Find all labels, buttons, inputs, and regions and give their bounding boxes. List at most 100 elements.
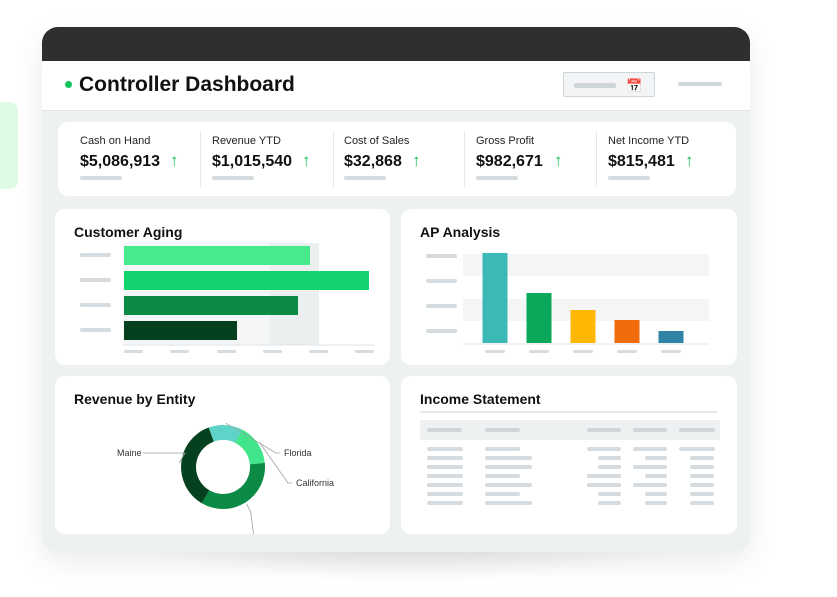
revenue-donut-chart: Maine Florida California Texas — [117, 422, 334, 534]
window-titlebar — [42, 27, 750, 61]
kpi-label: Cost of Sales — [344, 135, 410, 147]
panel-title: AP Analysis — [420, 224, 501, 240]
up-arrow-icon: ↑ — [412, 151, 421, 170]
x-tick-placeholder — [263, 350, 282, 353]
table-cell — [485, 501, 532, 505]
donut-slice — [181, 427, 214, 504]
table-cell — [485, 447, 520, 451]
table-cell — [427, 456, 463, 460]
page-title: Controller Dashboard — [79, 73, 295, 96]
table-cell — [427, 483, 463, 487]
grid-band — [463, 254, 709, 276]
table-cell — [633, 483, 667, 487]
callout-line — [143, 452, 186, 464]
kpi-divider — [464, 131, 465, 187]
revenue-by-entity-panel: Revenue by Entity Maine Florida California… — [55, 376, 390, 534]
table-cell — [587, 447, 621, 451]
x-tick-placeholder — [661, 350, 681, 353]
ap-bar — [658, 331, 684, 343]
up-arrow-icon: ↑ — [170, 151, 179, 170]
category-label-placeholder — [80, 303, 111, 307]
x-tick-placeholder — [170, 350, 189, 353]
y-tick-placeholder — [426, 254, 457, 258]
status-dot — [65, 81, 72, 88]
kpi-subbar — [344, 176, 386, 180]
kpi-label: Cash on Hand — [80, 135, 151, 147]
up-arrow-icon: ↑ — [554, 151, 563, 170]
customer-aging-panel: Customer Aging — [55, 209, 390, 365]
x-tick-placeholder — [573, 350, 593, 353]
aging-bar — [124, 321, 237, 340]
donut-slice — [208, 425, 242, 443]
ap-bar — [482, 253, 508, 343]
donut-label: Maine — [117, 448, 142, 458]
ap-analysis-chart — [426, 253, 709, 353]
kpi-value: $5,086,913 — [80, 153, 161, 170]
donut-slice — [201, 462, 265, 509]
customer-aging-chart — [80, 243, 375, 353]
ap-bar — [614, 320, 640, 343]
side-accent — [0, 102, 18, 189]
date-picker[interactable]: 📅 — [563, 72, 655, 97]
callout-line — [246, 503, 254, 534]
table-cell — [690, 483, 714, 487]
calendar-icon[interactable]: 📅 — [626, 78, 643, 93]
ap-analysis-panel: AP Analysis — [401, 209, 737, 365]
table-cell — [690, 456, 714, 460]
table-cell — [598, 465, 621, 469]
table-header-cell — [587, 428, 621, 432]
table-cell — [427, 501, 463, 505]
aging-bar — [124, 271, 369, 290]
dashboard-header: Controller Dashboard 📅 — [42, 61, 750, 111]
kpi-label: Revenue YTD — [212, 135, 281, 147]
table-cell — [427, 447, 463, 451]
kpi-value: $982,671 — [476, 153, 543, 170]
header-placeholder — [678, 82, 722, 86]
kpi-label: Gross Profit — [476, 135, 535, 147]
table-cell — [598, 492, 621, 496]
x-tick-placeholder — [309, 350, 328, 353]
donut-label: Texas — [262, 533, 286, 534]
kpi-value: $32,868 — [344, 153, 402, 170]
table-cell — [690, 501, 714, 505]
kpi-label: Net Income YTD — [608, 135, 690, 147]
table-cell — [485, 456, 532, 460]
kpi-subbar — [608, 176, 650, 180]
dashboard-window: Controller Dashboard 📅 Cash on Hand $5,0… — [42, 27, 750, 552]
donut-label: California — [296, 478, 334, 488]
income-statement-table — [420, 411, 720, 505]
table-header-cell — [633, 428, 667, 432]
ap-bar — [570, 310, 596, 343]
kpi-subbar — [80, 176, 122, 180]
kpi-subbar — [476, 176, 518, 180]
table-header-cell — [485, 428, 520, 432]
donut-slice — [235, 429, 265, 465]
donut-label: Florida — [284, 448, 312, 458]
table-cell — [427, 492, 463, 496]
ap-bar — [526, 293, 552, 343]
table-cell — [633, 465, 667, 469]
table-cell — [690, 492, 714, 496]
up-arrow-icon: ↑ — [685, 151, 694, 170]
income-statement-panel: Income Statement — [401, 376, 737, 534]
table-header-cell — [679, 428, 715, 432]
table-cell — [645, 501, 667, 505]
table-cell — [485, 474, 520, 478]
table-cell — [679, 447, 715, 451]
aging-bar — [124, 296, 298, 315]
category-label-placeholder — [80, 278, 111, 282]
category-label-placeholder — [80, 253, 111, 257]
table-cell — [485, 492, 520, 496]
table-cell — [485, 483, 532, 487]
kpi-divider — [596, 131, 597, 187]
table-cell — [645, 492, 667, 496]
table-cell — [690, 465, 714, 469]
panel-title: Customer Aging — [74, 224, 183, 240]
table-cell — [633, 447, 667, 451]
y-tick-placeholder — [426, 304, 457, 308]
x-tick-placeholder — [485, 350, 505, 353]
kpi-subbar — [212, 176, 254, 180]
callout-line — [225, 422, 280, 454]
kpi-strip: Cash on Hand $5,086,913 ↑ Revenue YTD $1… — [58, 122, 736, 196]
table-cell — [598, 501, 621, 505]
